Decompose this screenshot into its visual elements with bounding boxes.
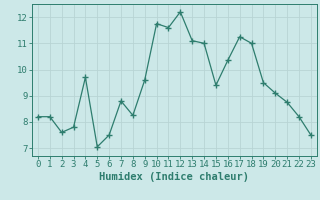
X-axis label: Humidex (Indice chaleur): Humidex (Indice chaleur) [100,172,249,182]
